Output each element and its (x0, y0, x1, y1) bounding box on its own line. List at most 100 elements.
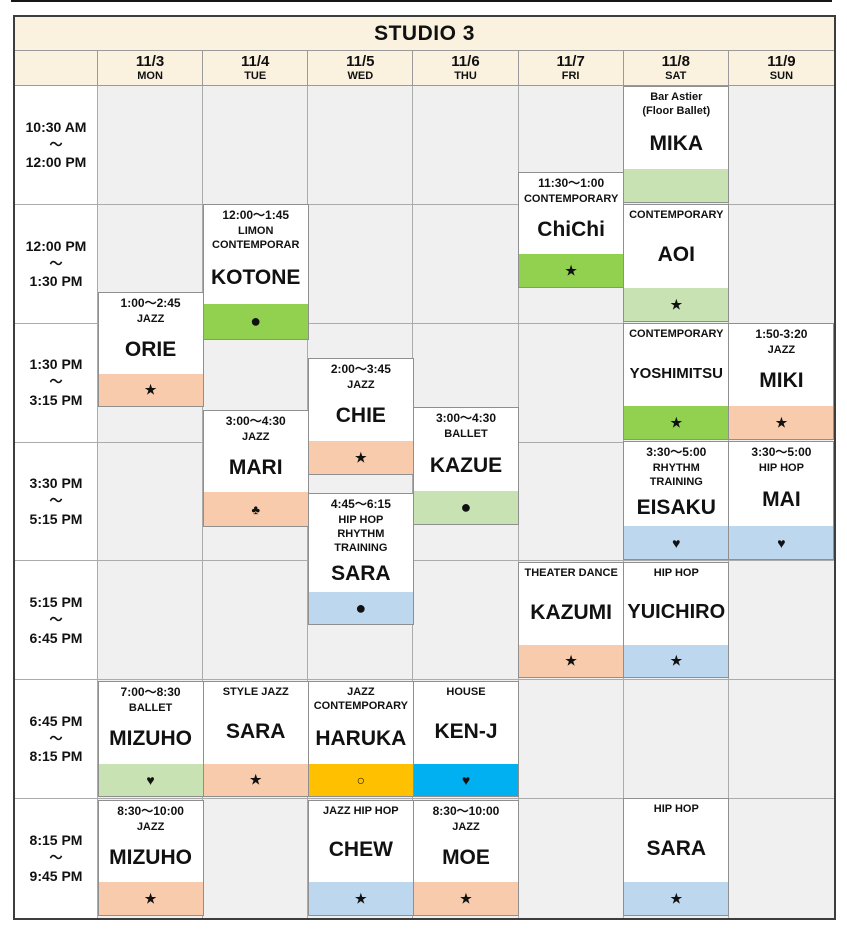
class-genre: STYLE JAZZ (222, 686, 289, 698)
day-of-week: TUE (244, 69, 267, 82)
time-slot-5: 6:45 PM 〜 8:15 PM (15, 680, 98, 800)
level-bar: ♥ (624, 526, 729, 559)
grid-cell (413, 561, 519, 681)
time-end: 8:15 PM (29, 748, 83, 765)
level-symbol: ★ (670, 414, 683, 430)
class-card-haruka: JAZZ CONTEMPORARY HARUKA ○ (307, 681, 414, 797)
class-genre: (Floor Ballet) (642, 105, 711, 118)
level-symbol: ★ (355, 449, 367, 465)
instructor-name: KAZUE (429, 453, 503, 477)
level-symbol: ● (250, 311, 262, 331)
class-genre: HOUSE (446, 686, 486, 698)
level-bar: ♥ (98, 764, 203, 796)
instructor-name-wrap: MOE (414, 834, 518, 882)
level-bar: ★ (308, 441, 413, 474)
level-bar: ★ (624, 406, 729, 439)
time-separator: 〜 (49, 612, 63, 628)
level-symbol: ♣ (251, 501, 260, 517)
instructor-name-wrap: CHEW (309, 818, 413, 882)
instructor-name-wrap: MAI (729, 475, 833, 526)
grid-cell (518, 323, 624, 443)
grid-cell (728, 799, 834, 918)
class-card-head: HIP HOP (624, 799, 728, 816)
instructor-name: HARUKA (315, 726, 407, 750)
class-time: 2:00〜3:45 (330, 362, 391, 376)
time-end: 1:30 PM (29, 272, 83, 289)
class-time: 3:00〜4:30 (225, 414, 286, 428)
class-card-head: 7:00〜8:30 BALLET (99, 682, 203, 715)
level-symbol: ♥ (672, 534, 681, 551)
class-card-mizuho-jazz: 8:30〜10:00 JAZZ MIZUHO ★ (97, 800, 204, 916)
level-symbol: ★ (775, 414, 788, 430)
time-end: 5:15 PM (29, 510, 83, 527)
time-start: 10:30 AM (25, 118, 87, 135)
class-card-eisaku: 3:30〜5:00 RHYTHM TRAINING EISAKU ♥ (623, 441, 730, 560)
class-genre: TRAINING (334, 542, 388, 555)
class-card-head: HIP HOP (624, 563, 728, 580)
class-card-head: CONTEMPORARY (624, 324, 728, 341)
class-time: 12:00〜1:45 (222, 208, 290, 222)
class-time: 8:30〜10:00 (117, 804, 184, 818)
instructor-name-wrap: SARA (309, 555, 413, 592)
level-bar: ★ (98, 374, 203, 406)
class-card-yuichiro: HIP HOP YUICHIRO ★ (623, 562, 730, 678)
level-symbol: ★ (144, 890, 157, 906)
level-bar: ★ (98, 882, 203, 915)
time-start: 8:15 PM (29, 832, 83, 849)
class-card-kazumi: THEATER DANCE KAZUMI ★ (518, 562, 625, 678)
level-symbol: ★ (249, 772, 262, 787)
class-genre: HIP HOP (338, 513, 384, 526)
level-bar: ♥ (729, 526, 834, 559)
class-genre: CONTEMPORARY (523, 192, 619, 205)
schedule-table: STUDIO 3 11/3 MON 11/4 TUE 11/5 WED 11/6 THU 11/… (13, 15, 836, 920)
instructor-name-wrap: CHIE (309, 392, 413, 441)
class-genre: JAZZ (767, 343, 796, 356)
class-card-head: CONTEMPORARY (624, 205, 728, 222)
class-card-sara-sat: HIP HOP SARA ★ (623, 798, 730, 916)
instructor-name: SARA (331, 561, 391, 585)
class-genre: HIP HOP (653, 803, 699, 815)
level-symbol: ♥ (461, 772, 471, 788)
class-time: 3:00〜4:30 (435, 411, 497, 425)
time-slot-6: 8:15 PM 〜 9:45 PM (15, 799, 98, 918)
level-symbol: ● (355, 597, 367, 618)
level-symbol: ♥ (777, 534, 786, 551)
class-card-yoshimitsu: CONTEMPORARY YOSHIMITSU ★ (623, 323, 730, 440)
grid-cell (203, 561, 309, 681)
time-slot-1: 12:00 PM 〜 1:30 PM (15, 204, 98, 324)
class-time: 3:30〜5:00 (751, 445, 812, 459)
class-genre: HIP HOP (758, 461, 804, 474)
instructor-name: KEN-J (434, 719, 498, 743)
class-card-moe: 8:30〜10:00 JAZZ MOE ★ (412, 800, 520, 916)
instructor-name-wrap: KAZUMI (519, 580, 623, 645)
grid-cell (518, 799, 624, 918)
instructor-name-wrap: AOI (624, 222, 728, 288)
level-bar: ○ (308, 764, 413, 796)
day-date: 11/4 (241, 52, 270, 70)
time-start: 6:45 PM (29, 713, 83, 730)
class-genre: JAZZ (347, 378, 375, 391)
grid-cell (98, 86, 204, 205)
time-separator: 〜 (49, 493, 63, 509)
class-card-chie: 2:00〜3:45 JAZZ CHIE ★ (307, 358, 414, 475)
class-card-head: JAZZ CONTEMPORARY (309, 682, 413, 714)
grid-cell (98, 442, 204, 562)
grid-cell (518, 442, 624, 562)
grid-cell (98, 561, 204, 681)
class-genre: CONTEMPORARY (629, 328, 724, 340)
class-genre: THEATER DANCE (524, 567, 618, 579)
time-slot-2: 1:30 PM 〜 3:15 PM (15, 323, 98, 443)
instructor-name: EISAKU (636, 495, 716, 519)
class-card-sara-tue: STYLE JAZZ SARA ★ (202, 681, 309, 797)
class-card-chew: JAZZ HIP HOP CHEW ★ (307, 800, 414, 916)
class-card-mari: 3:00〜4:30 JAZZ MARI ♣ (202, 410, 309, 527)
instructor-name: SARA (225, 719, 286, 743)
level-bar: ★ (519, 254, 624, 287)
class-card-aoi: CONTEMPORARY AOI ★ (623, 204, 730, 322)
level-symbol: ★ (565, 653, 577, 668)
level-bar: ★ (413, 882, 519, 915)
day-date: 11/5 (346, 52, 375, 70)
instructor-name-wrap: MARI (204, 444, 308, 492)
class-genre: CONTEMPORARY (629, 209, 724, 221)
grid-cell (728, 561, 834, 681)
